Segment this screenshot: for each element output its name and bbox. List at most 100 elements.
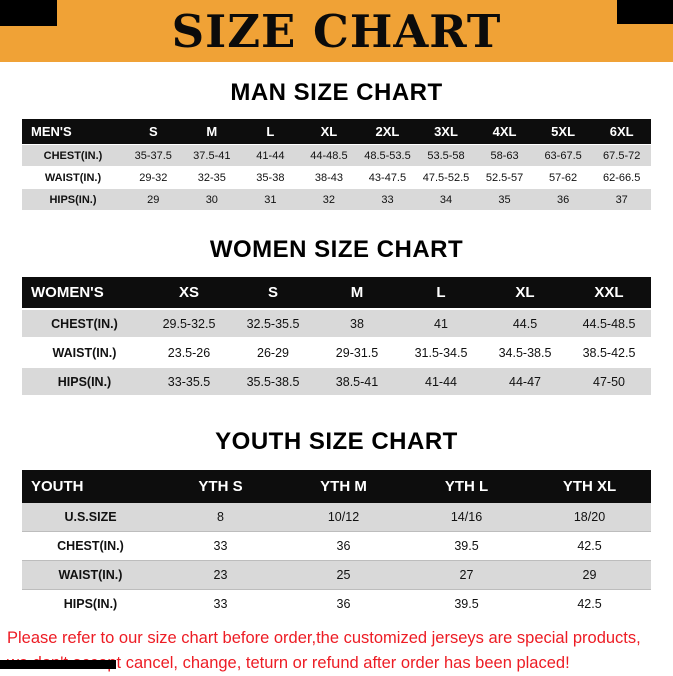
size-cell: 37.5-41 xyxy=(193,149,231,162)
column-header: S xyxy=(231,277,315,309)
size-cell: 39.5 xyxy=(454,539,479,553)
column-header: 5XL xyxy=(533,119,593,145)
column-header: XL xyxy=(299,119,359,145)
column-header: L xyxy=(241,119,300,145)
size-cell: 42.5 xyxy=(577,597,602,611)
table-header: WOMEN'S XS S M L XL XXL xyxy=(22,277,651,309)
size-cell: 29 xyxy=(582,568,597,582)
size-cell: 36 xyxy=(556,193,570,206)
column-header: L xyxy=(399,277,483,309)
size-cell: 33-35.5 xyxy=(167,374,211,389)
table-row: U.S.SIZE 8 10/12 14/16 18/20 xyxy=(22,503,651,532)
table-row: HIPS(IN.) 33 36 39.5 42.5 xyxy=(22,589,651,618)
table-row: WAIST(IN.) 29-32 32-35 35-38 38-43 43-47.5 47.… xyxy=(22,166,651,189)
table-body: CHEST(IN.) 35-37.5 37.5-41 41-44 44-48.5 48.5… xyxy=(22,144,651,210)
column-header: XL xyxy=(483,277,567,309)
size-cell: 29-32 xyxy=(139,171,168,184)
size-cell: 32 xyxy=(322,193,336,206)
size-cell: 41-44 xyxy=(425,374,457,389)
notice-line-1: Please refer to our size chart before or… xyxy=(7,629,641,647)
row-label: WAIST(IN.) xyxy=(58,568,123,582)
size-cell: 29 xyxy=(147,193,160,206)
table-row: HIPS(IN.) 33-35.5 35.5-38.5 38.5-41 41-44 44-… xyxy=(22,367,651,395)
size-chart-section-3: YOUTH SIZE CHART YOUTH YTH S YTH M YTH L YTH … xyxy=(0,428,673,618)
row-label: HIPS(IN.) xyxy=(49,193,97,206)
table-row: CHEST(IN.) 29.5-32.5 32.5-35.5 38 41 44.5 44.5… xyxy=(22,309,651,338)
size-cell: 32-35 xyxy=(197,171,226,184)
column-header: S xyxy=(124,119,183,145)
size-cell: 29.5-32.5 xyxy=(162,316,216,331)
corner-bar-top-left xyxy=(0,0,57,26)
size-cell: 44.5 xyxy=(512,316,538,331)
size-cell: 31.5-34.5 xyxy=(414,345,468,360)
size-cell: 32.5-35.5 xyxy=(246,316,300,331)
corner-bar-top-right xyxy=(617,0,673,24)
size-cell: 52.5-57 xyxy=(485,171,524,184)
size-chart-sections: MAN SIZE CHART MEN'S S M L XL 2XL 3XL 4XL 5XL 6XL C… xyxy=(0,79,673,618)
size-chart-section-2: WOMEN SIZE CHART WOMEN'S XS S M L XL XXL CHEST(I… xyxy=(0,236,673,395)
size-cell: 36 xyxy=(336,539,351,553)
footer-notice: Please refer to our size chart before or… xyxy=(0,626,673,676)
size-cell: 26-29 xyxy=(257,345,289,360)
column-header: M xyxy=(182,119,242,145)
size-cell: 31 xyxy=(264,193,277,206)
column-header: 6XL xyxy=(592,119,651,145)
size-cell: 44-48.5 xyxy=(310,149,348,162)
size-cell: 38.5-42.5 xyxy=(582,345,636,360)
column-header: 3XL xyxy=(416,119,476,145)
header-row: YOUTH YTH S YTH M YTH L YTH XL xyxy=(22,470,651,503)
size-cell: 37 xyxy=(615,193,628,206)
size-cell: 43-47.5 xyxy=(368,171,407,184)
corner-bar-bottom-left xyxy=(0,660,116,669)
row-label: HIPS(IN.) xyxy=(57,374,112,389)
size-cell: 44-47 xyxy=(509,374,541,389)
size-cell: 10/12 xyxy=(327,510,360,524)
table-row: CHEST(IN.) 35-37.5 37.5-41 41-44 44-48.5 48.5… xyxy=(22,144,651,167)
table-row: WAIST(IN.) 23.5-26 26-29 29-31.5 31.5-34.5 34… xyxy=(22,338,651,367)
size-cell: 48.5-53.5 xyxy=(364,149,411,162)
size-cell: 33 xyxy=(213,539,228,553)
column-header: XS xyxy=(147,277,231,309)
size-cell: 8 xyxy=(217,510,224,524)
size-cell: 33 xyxy=(381,193,394,206)
column-header: XXL xyxy=(567,277,651,309)
size-cell: 38-43 xyxy=(314,171,343,184)
column-header: 4XL xyxy=(475,119,534,145)
size-cell: 41-44 xyxy=(256,149,285,162)
notice-line-2: we don't accept cancel, change, teturn o… xyxy=(7,654,570,672)
size-cell: 29-31.5 xyxy=(335,345,379,360)
size-cell: 25 xyxy=(336,568,351,582)
table-corner-label: WOMEN'S xyxy=(22,277,147,309)
size-cell: 67.5-72 xyxy=(603,149,641,162)
size-table-1: MEN'S S M L XL 2XL 3XL 4XL 5XL 6XL CHEST(IN.) 35-37… xyxy=(22,119,651,210)
size-cell: 41 xyxy=(434,316,448,331)
row-label: CHEST(IN.) xyxy=(57,539,124,553)
size-cell: 44.5-48.5 xyxy=(582,316,636,331)
table-header: MEN'S S M L XL 2XL 3XL 4XL 5XL 6XL xyxy=(22,119,651,145)
row-label: CHEST(IN.) xyxy=(51,316,118,331)
column-header: YTH M xyxy=(282,470,405,503)
header-row: MEN'S S M L XL 2XL 3XL 4XL 5XL 6XL xyxy=(22,119,651,145)
section-heading-1: MAN SIZE CHART xyxy=(230,79,443,106)
size-cell: 18/20 xyxy=(573,510,606,524)
size-cell: 38.5-41 xyxy=(335,374,379,389)
row-label: HIPS(IN.) xyxy=(63,597,118,611)
size-cell: 35.5-38.5 xyxy=(246,374,300,389)
size-cell: 39.5 xyxy=(454,597,479,611)
size-cell: 35 xyxy=(498,193,511,206)
table-corner-label: MEN'S xyxy=(22,119,124,145)
size-table-2: WOMEN'S XS S M L XL XXL CHEST(IN.) 29.5-32.5 32.5… xyxy=(22,277,651,395)
page-title: SIZE CHART xyxy=(171,4,502,58)
size-cell: 63-67.5 xyxy=(544,149,582,162)
size-chart-section-1: MAN SIZE CHART MEN'S S M L XL 2XL 3XL 4XL 5XL 6XL C… xyxy=(0,79,673,210)
size-cell: 38 xyxy=(350,316,364,331)
size-cell: 30 xyxy=(205,193,218,206)
size-cell: 23.5-26 xyxy=(167,345,211,360)
header-row: WOMEN'S XS S M L XL XXL xyxy=(22,277,651,309)
section-heading-3: YOUTH SIZE CHART xyxy=(215,428,458,455)
section-heading-2: WOMEN SIZE CHART xyxy=(209,236,464,263)
size-cell: 58-63 xyxy=(490,149,519,162)
row-label: U.S.SIZE xyxy=(64,510,117,524)
size-cell: 34.5-38.5 xyxy=(498,345,552,360)
table-header: YOUTH YTH S YTH M YTH L YTH XL xyxy=(22,470,651,503)
